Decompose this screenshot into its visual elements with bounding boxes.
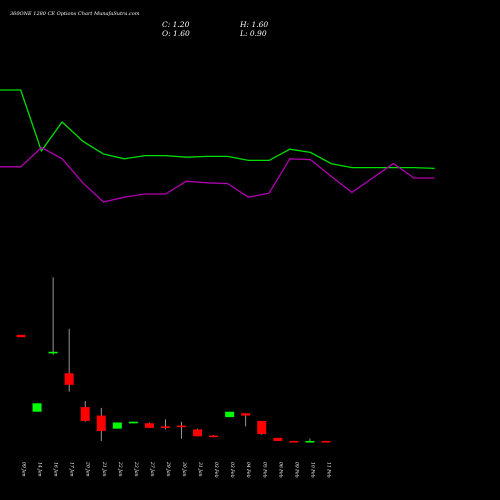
candle-body-up	[112, 422, 122, 429]
x-tick-label: 04 Feb	[245, 462, 251, 478]
high-value: H: 1.60	[239, 20, 268, 29]
candle-body-up	[48, 351, 58, 354]
candle	[80, 400, 90, 422]
candle-body-down	[96, 415, 106, 431]
candle	[96, 407, 106, 441]
candle-body-down	[241, 413, 251, 416]
close-value: C: 1.20	[162, 20, 190, 29]
x-tick-label: 20 Jan	[85, 461, 91, 477]
candle	[225, 411, 235, 418]
x-tick-label: 14 Jan	[37, 462, 43, 477]
x-tick-label: 11 Feb	[325, 462, 331, 478]
candle	[64, 328, 74, 392]
x-tick-label: 30 Jan	[181, 462, 187, 477]
candle-body-down	[177, 425, 186, 428]
x-tick-label: 22 Jan	[117, 461, 123, 477]
green-indicator-line	[0, 89, 435, 170]
x-tick-label: 09 Jan	[21, 462, 27, 477]
x-tick-label: 23 Jan	[133, 461, 139, 477]
indicator-lines	[0, 89, 435, 203]
candle	[289, 440, 299, 443]
candle-body-down	[289, 440, 299, 443]
x-tick-label: 16 Jan	[53, 462, 59, 477]
x-tick-label: 27 Jan	[149, 461, 155, 477]
candle-body-down	[16, 334, 26, 338]
x-tick-label: 09 Feb	[293, 462, 299, 478]
candle-body-down	[144, 423, 154, 428]
candle	[305, 438, 315, 443]
candle	[177, 421, 186, 439]
candle	[241, 413, 251, 427]
x-tick-label: 06 Feb	[277, 462, 283, 478]
candle	[257, 420, 267, 435]
candle	[160, 419, 170, 430]
x-axis-labels: 09 Jan 14 Jan 16 Jan 17 Jan 20 Jan 21 Jan 22 J…	[21, 461, 332, 478]
candle-body-down	[257, 420, 267, 435]
x-tick-label: 10 Feb	[309, 462, 315, 478]
candle-body-down	[80, 407, 90, 421]
candle	[273, 437, 283, 441]
candle	[321, 440, 331, 443]
chart-title: 360ONE 1280 CE Options Chart MunafaSutra…	[10, 11, 140, 17]
x-tick-label: 03 Feb	[213, 462, 219, 478]
candle	[209, 435, 219, 438]
candle-body-down	[321, 440, 331, 443]
candle-body-down	[209, 435, 219, 438]
candle	[112, 422, 122, 429]
x-tick-label: 17 Jan	[69, 462, 75, 477]
x-tick-label: 31 Jan	[197, 462, 203, 477]
purple-indicator-line	[0, 146, 435, 203]
candlestick-series	[16, 277, 331, 443]
candle-body-up	[128, 421, 138, 424]
x-tick-label: 05 Feb	[261, 462, 267, 478]
low-value: L: 0.90	[239, 29, 267, 38]
candle-body-down	[160, 426, 170, 428]
candle	[16, 334, 26, 338]
candle-body-up	[225, 411, 235, 418]
candle	[128, 421, 138, 424]
candle-body-up	[32, 403, 42, 412]
candle-body-up	[305, 440, 315, 443]
candle	[48, 277, 58, 355]
x-tick-label: 21 Jan	[101, 461, 107, 477]
candle	[193, 428, 203, 437]
candle	[32, 403, 42, 412]
x-tick-label: 29 Jan	[165, 461, 171, 477]
x-tick-label: 03 Feb	[229, 462, 235, 478]
candle	[144, 422, 154, 428]
candle-body-down	[273, 437, 283, 441]
candle-body-down	[193, 429, 203, 437]
open-value: O: 1.60	[162, 29, 190, 38]
candle-body-down	[64, 373, 74, 385]
